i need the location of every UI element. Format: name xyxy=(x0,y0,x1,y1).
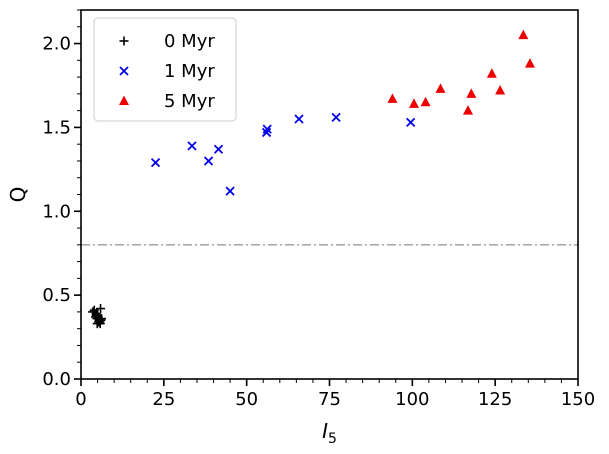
series-0-myr xyxy=(88,304,107,329)
data-point xyxy=(187,141,197,151)
x-tick-label: 0 xyxy=(75,389,86,410)
x-tick-label: 50 xyxy=(235,389,258,410)
data-point xyxy=(331,112,341,122)
x-axis-label-main: I xyxy=(322,419,328,443)
y-tick-label: 1.0 xyxy=(42,201,71,222)
data-point xyxy=(96,304,106,314)
y-tick-label: 2.0 xyxy=(42,34,71,55)
x-axis-label: I5 xyxy=(322,419,337,447)
x-tick-label: 100 xyxy=(395,389,429,410)
data-point xyxy=(524,58,535,68)
data-point xyxy=(435,83,446,93)
legend-marker xyxy=(119,36,129,46)
legend-marker xyxy=(119,66,129,76)
data-point xyxy=(408,98,419,108)
data-point xyxy=(518,29,529,40)
axes: 0 25 50 75 100 125 150 0.0 0.5 1.0 1.5 2.0 xyxy=(42,9,595,410)
x-tick-label: 75 xyxy=(318,389,341,410)
legend: 0 Myr 1 Myr 5 Myr xyxy=(93,17,237,122)
data-point xyxy=(203,156,214,166)
data-point xyxy=(387,93,398,103)
data-point xyxy=(294,114,304,124)
data-point xyxy=(150,157,161,168)
legend-label: 0 Myr xyxy=(164,31,215,52)
y-tick-label: 1.5 xyxy=(42,117,71,138)
x-axis-label-subscript: 5 xyxy=(328,431,337,447)
x-tick-label: 125 xyxy=(478,389,512,410)
y-axis-label: Q xyxy=(6,187,30,203)
data-point xyxy=(420,96,431,107)
legend-label: 5 Myr xyxy=(164,91,215,112)
legend-marker xyxy=(119,95,129,105)
x-tick-label: 150 xyxy=(561,389,595,410)
data-point xyxy=(261,127,272,138)
x-tick-label: 25 xyxy=(152,389,175,410)
data-point xyxy=(91,312,101,322)
y-tick-label: 0.5 xyxy=(42,285,71,306)
data-point xyxy=(225,186,235,196)
data-point xyxy=(95,319,105,329)
legend-box xyxy=(93,17,237,122)
series-5-myr xyxy=(387,29,535,115)
data-point xyxy=(462,105,473,115)
legend-label: 1 Myr xyxy=(164,61,215,82)
series-1-myr xyxy=(150,112,416,196)
data-point xyxy=(495,85,506,95)
data-point xyxy=(93,310,103,320)
data-point xyxy=(94,317,104,327)
data-point xyxy=(466,88,477,98)
y-tick-label: 0.0 xyxy=(42,369,71,390)
plot-content xyxy=(81,29,578,329)
data-point xyxy=(213,144,224,154)
data-point xyxy=(486,68,497,78)
data-point xyxy=(262,124,272,134)
data-point xyxy=(406,117,416,128)
